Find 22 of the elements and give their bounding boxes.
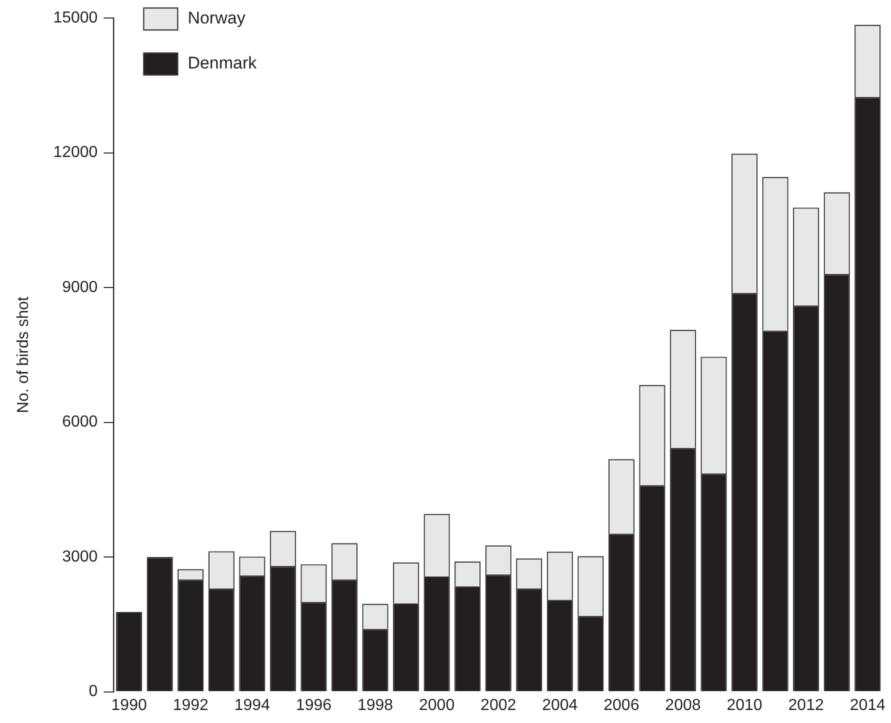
x-tick-label: 2008 (665, 696, 701, 714)
y-tick-label: 6000 (62, 414, 98, 431)
y-tick-label: 15000 (53, 9, 98, 26)
y-tick-label: 9000 (62, 278, 98, 296)
y-axis-title: No. of birds shot (15, 296, 32, 414)
x-tick-label: 2006 (604, 696, 640, 714)
x-tick-label: 2012 (788, 696, 824, 714)
y-tick-label: 0 (88, 683, 98, 700)
x-tick-label: 2004 (542, 696, 578, 714)
x-tick-label: 1996 (296, 696, 332, 714)
y-tick-label: 12000 (53, 144, 98, 162)
legend-label: Denmark (188, 54, 258, 73)
x-tick-label: 1990 (111, 696, 147, 714)
x-tick-label: 2010 (726, 696, 762, 714)
legend-label: Norway (188, 8, 246, 28)
x-tick-label: 1998 (357, 696, 394, 714)
x-tick-label: 1994 (234, 696, 270, 714)
x-tick-label: 2000 (419, 696, 455, 714)
y-tick-label: 3000 (62, 548, 98, 566)
x-tick-label: 2002 (480, 696, 516, 714)
x-tick-label: 1992 (172, 696, 209, 714)
x-tick-label: 2014 (850, 696, 886, 714)
